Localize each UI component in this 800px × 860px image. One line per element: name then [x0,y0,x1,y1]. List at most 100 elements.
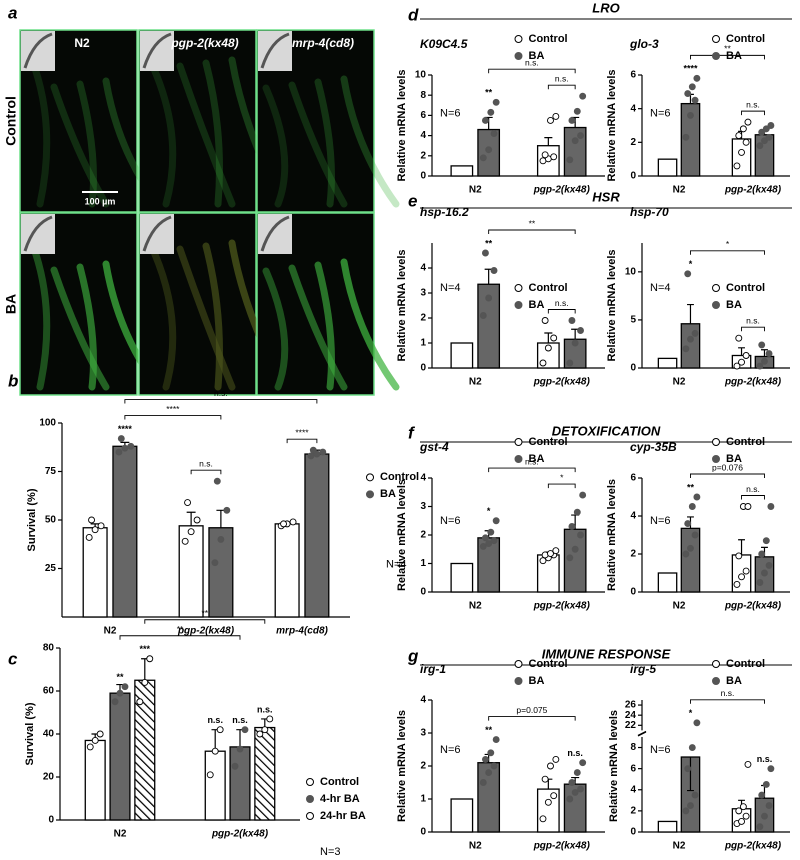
significance-label: * [689,259,693,269]
data-point [193,516,201,524]
bracket-label: n.s. [555,73,569,83]
worm [150,65,177,208]
data-point [733,162,741,170]
data-point [744,118,752,126]
data-point [266,715,274,723]
significance-label: ** [485,88,493,98]
panel-letter: a [8,3,17,22]
data-point [127,442,135,450]
chart-title: K09C4.5 [420,37,468,51]
error-bar [186,511,196,526]
bar [304,453,330,618]
data-point [744,760,752,768]
data-point [256,730,264,738]
data-point [86,743,94,751]
legend-marker [712,284,720,292]
data-point [307,452,315,460]
legend-marker [712,52,720,60]
error-bar [738,347,745,356]
panel-letter: d [408,5,419,24]
significance-label: *** [140,644,151,654]
data-point [552,112,560,120]
significance-label: * [689,708,693,718]
data-point [687,111,694,119]
sample-size: N=6 [440,107,461,119]
data-point [758,791,766,799]
data-point [577,531,584,539]
data-point [115,448,123,456]
bracket-label: n.s. [746,484,760,494]
y-tick-label: 0 [420,171,426,182]
sample-size: N=4 [386,559,407,571]
data-point [479,779,487,786]
bar [563,528,587,593]
data-point [762,537,770,545]
y-axis-label: Relative mRNA levels [606,249,618,361]
x-tick-label: N2 [673,601,686,612]
legend-marker [306,778,314,786]
row-label: Control [3,96,19,146]
inset-worm [23,215,53,252]
data-point [184,499,191,506]
data-point [756,823,764,831]
data-point [91,737,99,744]
data-point [490,267,498,274]
bar [657,158,678,177]
legend-label: BA [529,675,545,687]
bracket-label: n.s. [199,458,213,468]
sample-size: N=6 [440,515,461,527]
legend-marker [514,455,523,463]
data-point [85,534,93,541]
data-point [735,334,743,342]
data-point [738,148,745,156]
bar [450,562,474,593]
y-tick-label: 1 [420,558,426,569]
data-point [97,522,105,530]
sample-size: N=3 [320,846,341,858]
data-point [566,156,574,164]
legend-label: Control [529,282,568,294]
x-tick-label: mrp-4(cd8) [276,626,328,637]
bracket-label: ** [529,218,536,228]
significance-label: ** [116,672,124,682]
bracket-label: n.s. [525,456,539,466]
y-axis-label: Relative mRNA levels [606,479,618,591]
y-tick-label: 0 [630,587,636,598]
data-point [571,137,579,145]
data-point [682,550,690,558]
data-point [487,108,495,116]
bracket-label: * [560,472,564,482]
data-point [761,137,768,145]
worm [340,75,400,208]
data-point [217,535,225,543]
error-bar [544,137,553,146]
data-point [568,523,576,530]
legend-marker [514,284,523,292]
data-point [544,344,552,352]
data-point [684,270,692,278]
bracket [741,110,765,116]
error-bar [687,757,694,792]
legend-label: Control [529,658,568,670]
x-tick-label: pgp-2(kx48) [533,377,591,388]
data-point [758,550,766,558]
data-point [688,83,696,91]
data-point [577,785,584,793]
legend-label: BA [726,299,742,311]
chart-title: gst-4 [419,440,449,454]
data-point [684,765,692,773]
bracket [690,473,765,478]
strain-label: mrp-4(cd8) [292,36,354,50]
y-tick-label: 2 [420,761,426,772]
legend-marker [366,473,374,482]
y-tick-label: 0 [48,815,54,826]
bar [204,750,226,821]
legend-marker [514,301,523,309]
y-tick-label: 4 [420,695,426,706]
data-point [539,815,547,823]
bracket-label: ** [201,608,208,618]
data-point [691,329,699,337]
panel-letter: c [8,649,18,668]
x-tick-label: N2 [673,841,686,852]
legend-label: BA [380,488,396,500]
